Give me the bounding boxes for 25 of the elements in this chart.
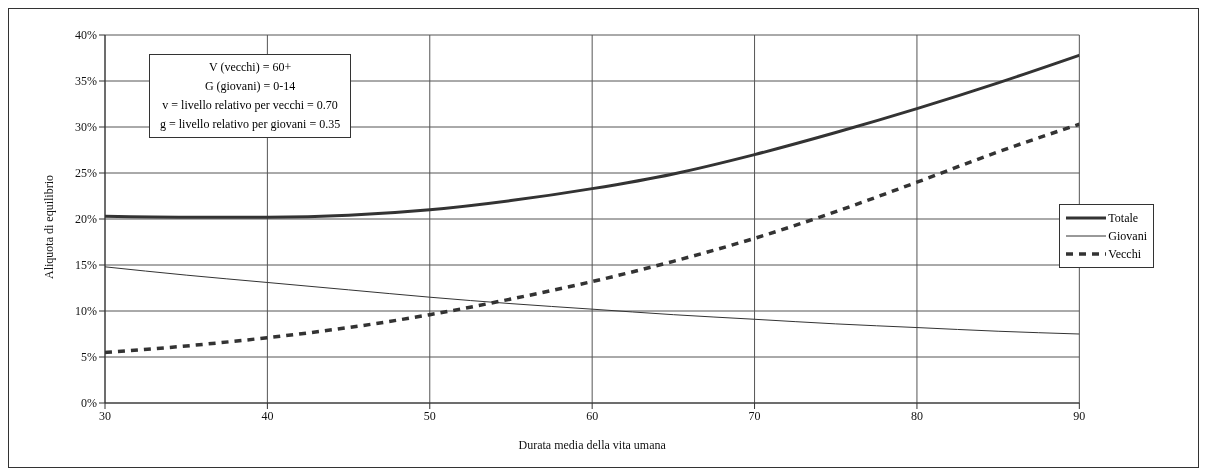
x-tick-label: 90 (1073, 408, 1086, 423)
y-tick-label: 30% (75, 120, 97, 135)
legend-label: Totale (1108, 210, 1139, 226)
annotation: g = livello relativo per giovani = 0.35 (160, 116, 341, 133)
x-tick-label: 50 (423, 408, 436, 423)
annotation: v = livello relativo per vecchi = 0.70 (161, 97, 339, 114)
x-tick-label: 30 (99, 408, 111, 423)
legend-label: Giovani (1108, 228, 1147, 244)
y-tick-label: 40% (75, 28, 97, 43)
y-tick-label: 25% (75, 166, 97, 181)
y-tick-label: 20% (75, 212, 97, 227)
y-axis-title: Aliquota di equilibrio (42, 175, 57, 279)
legend-label: Vecchi (1108, 246, 1141, 262)
y-tick-label: 35% (75, 74, 97, 89)
annotation: V (vecchi) = 60+ (207, 59, 293, 76)
x-tick-label: 60 (586, 408, 599, 423)
y-tick-label: 15% (75, 258, 97, 273)
x-tick-label: 40 (261, 408, 274, 423)
annotation: G (giovani) = 0-14 (203, 78, 297, 95)
y-tick-label: 0% (81, 396, 97, 411)
x-tick-label: 80 (910, 408, 923, 423)
x-tick-label: 70 (748, 408, 761, 423)
y-tick-label: 10% (75, 304, 97, 319)
y-tick-label: 5% (81, 350, 97, 365)
x-axis-title: Durata media della vita umana (518, 438, 667, 452)
